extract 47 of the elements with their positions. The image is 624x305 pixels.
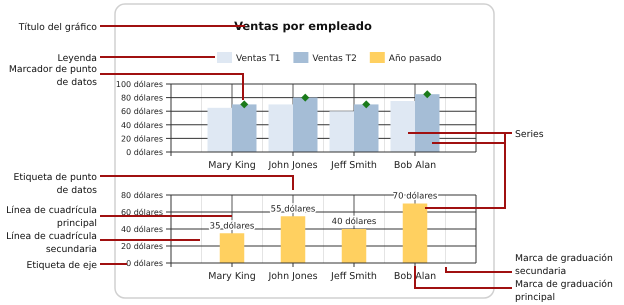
text: Título del gráfico — [18, 22, 98, 33]
y-tick-label: 80 dólares — [120, 94, 163, 103]
x-tick-label: Jeff Smith — [330, 271, 377, 282]
y-tick-label: 60 dólares — [120, 107, 163, 116]
y-tick-label: 80 dólares — [120, 191, 163, 200]
bar — [342, 229, 366, 263]
y-tick-label: 100 dólares — [116, 80, 163, 89]
y-tick-label: 40 dólares — [120, 225, 163, 234]
bar — [220, 233, 244, 263]
text: Etiqueta de eje — [26, 260, 98, 271]
text: Marca de graduación secundaria — [515, 253, 613, 277]
bar — [268, 104, 293, 152]
x-tick-label: Bob Alan — [394, 160, 436, 171]
bar — [293, 98, 318, 152]
text: Series — [515, 129, 544, 140]
bar — [402, 204, 428, 263]
text: Marcador de punto de datos — [8, 64, 98, 88]
text: Marca de graduación principal — [515, 279, 613, 303]
y-tick-label: 40 dólares — [120, 120, 163, 130]
legend-label: Año pasado — [388, 54, 442, 64]
text: Línea de cuadrícula principal — [6, 205, 97, 229]
bar — [415, 94, 440, 152]
x-tick-label: Mary King — [208, 271, 256, 282]
x-tick-label: Bob Alan — [394, 271, 436, 282]
legend-label: Ventas T2 — [312, 54, 357, 64]
bar — [390, 101, 415, 152]
x-tick-label: Mary King — [208, 160, 256, 171]
bar — [232, 104, 256, 152]
bar — [354, 104, 378, 152]
x-tick-label: John Jones — [267, 271, 318, 282]
text: Línea de cuadrícula secundaria — [6, 231, 97, 255]
point — [301, 94, 310, 102]
x-tick-label: Jeff Smith — [330, 160, 377, 171]
bar — [280, 216, 306, 263]
point — [240, 100, 248, 108]
y-tick-label: 20 dólares — [120, 242, 163, 251]
y-tick-label: 20 dólares — [120, 134, 163, 144]
y-tick-label: 60 dólares — [120, 208, 163, 217]
text: Leyenda — [58, 53, 97, 64]
text: Etiqueta de punto de datos — [13, 172, 98, 196]
bar — [330, 111, 354, 152]
y-tick-label: 0 dólares — [126, 148, 163, 157]
bar — [208, 108, 232, 152]
point — [423, 90, 432, 98]
x-tick-label: John Jones — [267, 160, 318, 171]
legend-label: Ventas T1 — [236, 54, 281, 64]
point — [362, 100, 370, 108]
